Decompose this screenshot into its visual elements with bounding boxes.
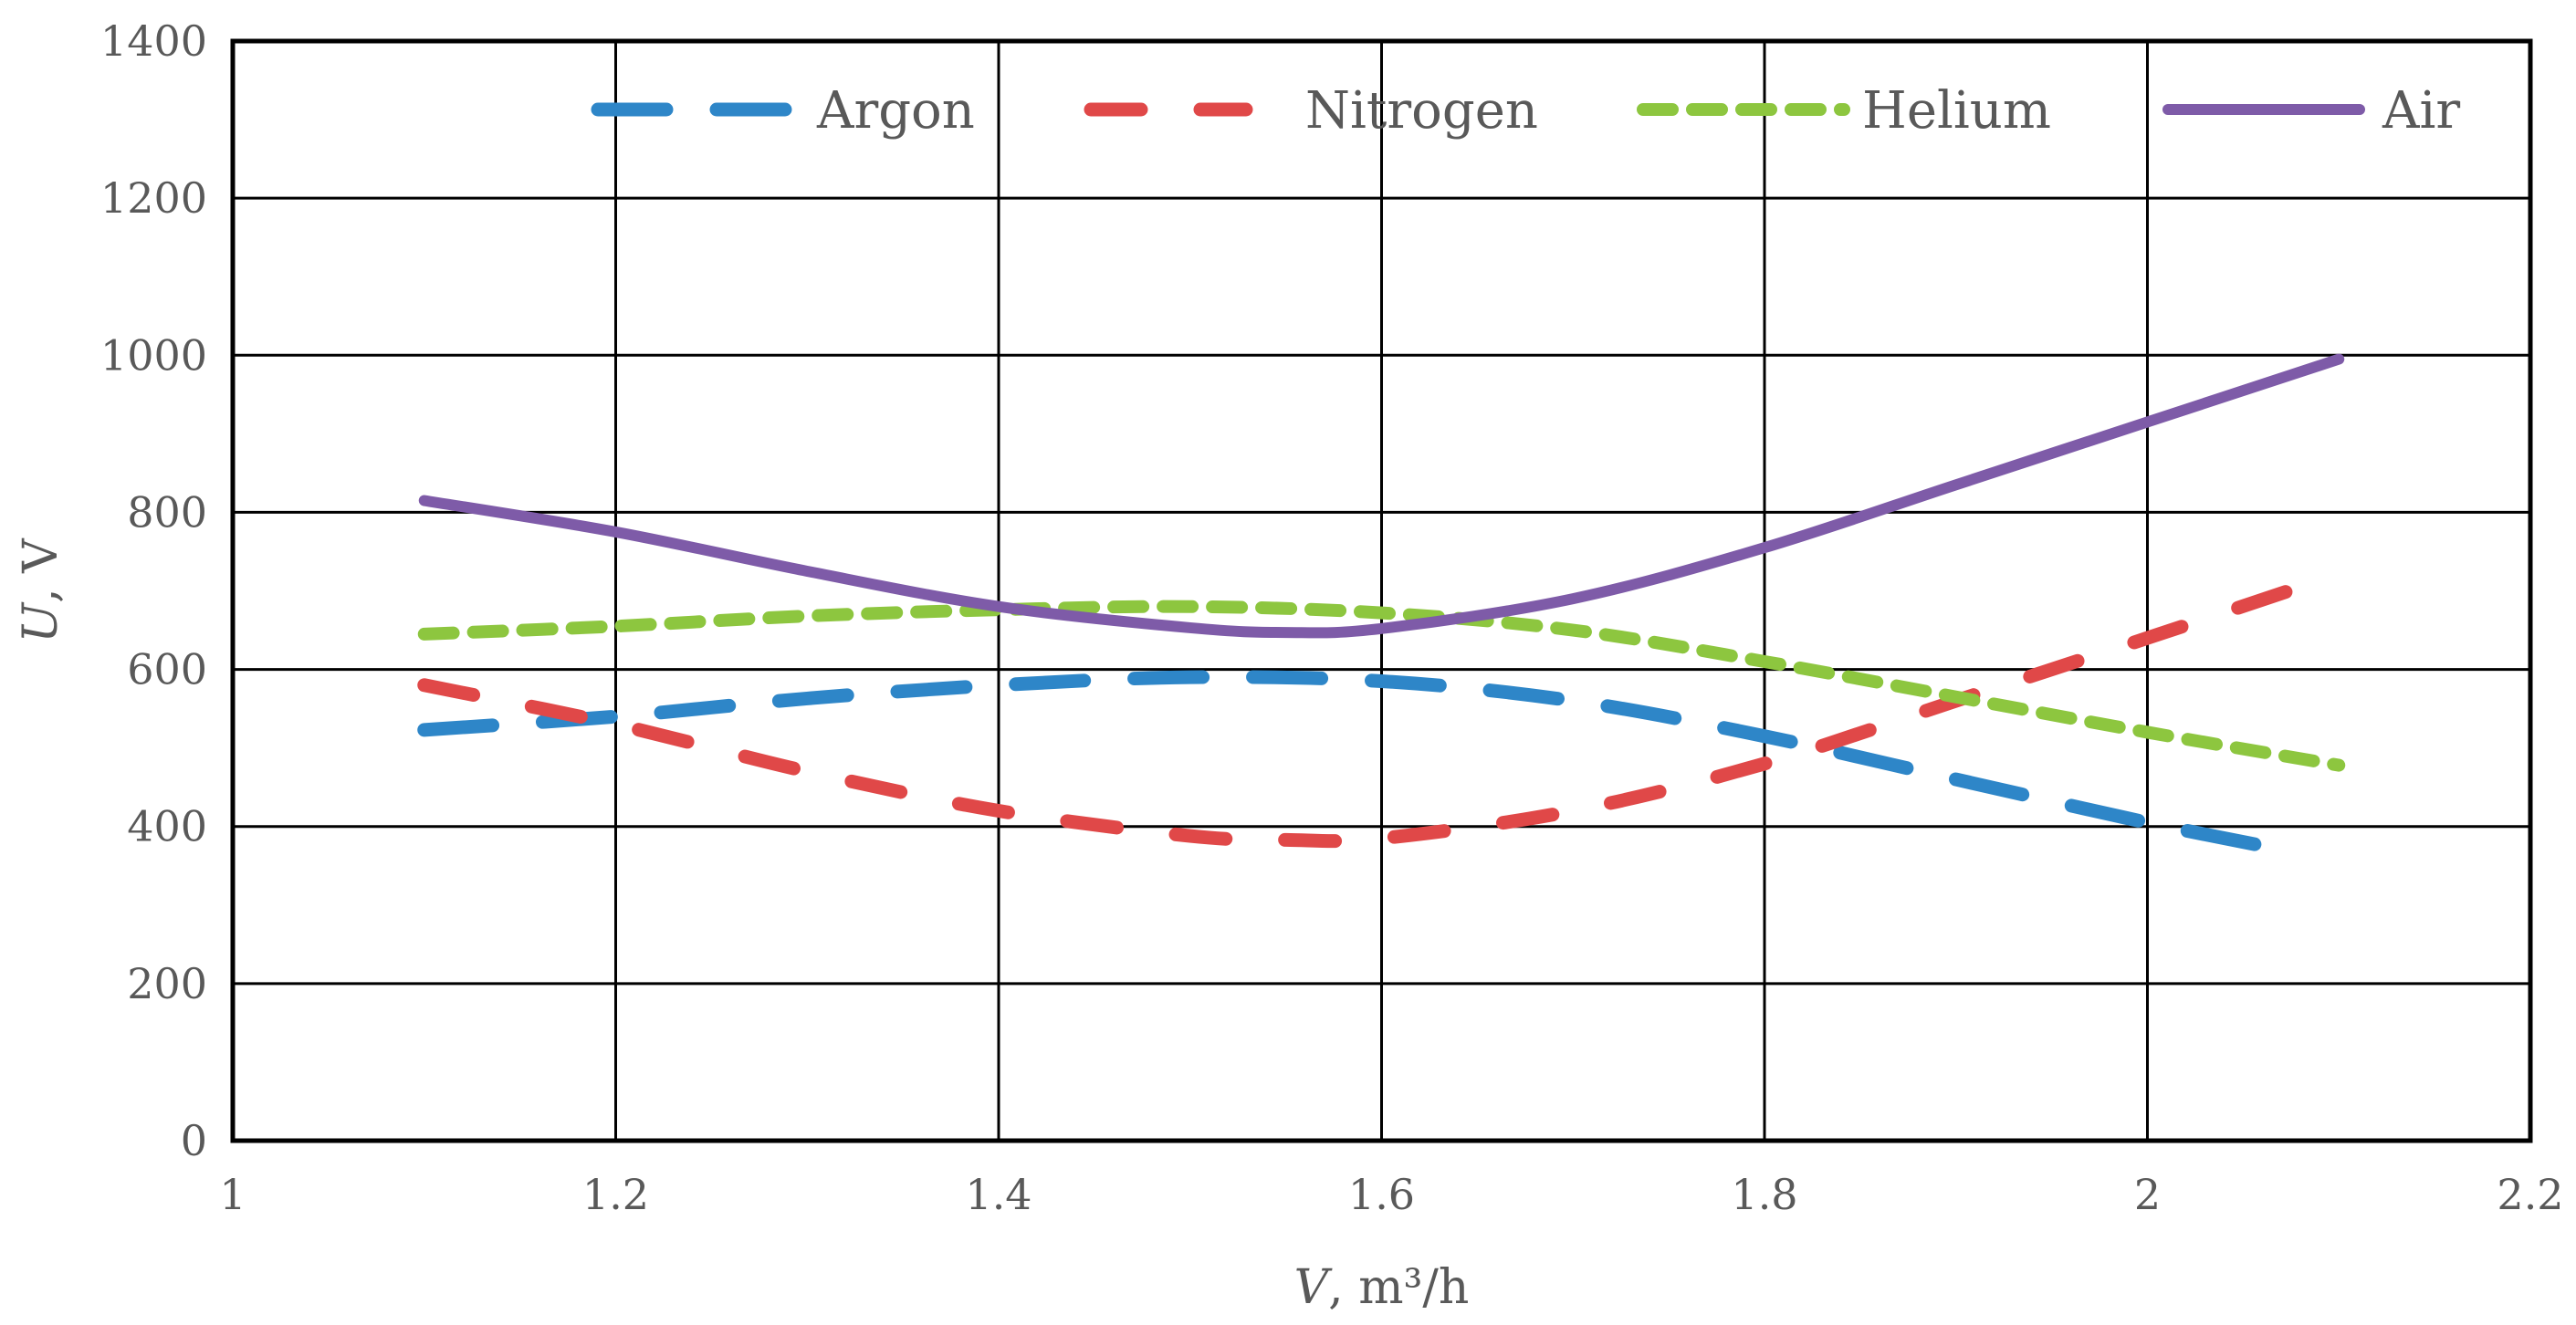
y-tick-label: 800 — [127, 487, 207, 537]
x-axis-title-symbol: V — [1294, 1260, 1333, 1315]
y-tick-label: 1000 — [100, 330, 207, 380]
series-line-helium — [417, 600, 2346, 772]
x-tick-label: 1.2 — [582, 1170, 649, 1219]
y-tick-label: 0 — [181, 1116, 207, 1165]
y-tick-label: 1200 — [100, 173, 207, 223]
legend-label-helium: Helium — [1862, 81, 2051, 141]
y-tick-label: 1400 — [100, 16, 207, 66]
series-line-air — [418, 353, 2345, 639]
plot-area-frame — [230, 38, 2533, 1143]
x-tick-labels: 1 1.2 1.4 1.6 1.8 2 2.2 — [219, 1170, 2563, 1219]
legend-label-argon: Argon — [816, 81, 975, 141]
series-lines — [417, 353, 2346, 861]
y-tick-label: 400 — [127, 802, 207, 851]
y-tick-labels: 0 200 400 600 800 1000 1200 1400 — [100, 16, 207, 1165]
x-tick-label: 1.8 — [1731, 1170, 1797, 1219]
x-tick-label: 1.6 — [1348, 1170, 1415, 1219]
legend: Argon Nitrogen Helium Air — [591, 81, 2460, 141]
series-line-argon — [417, 670, 2308, 861]
x-tick-label: 1 — [219, 1170, 246, 1219]
y-axis-title: U, V — [14, 537, 68, 643]
y-tick-label: 200 — [127, 959, 207, 1008]
legend-label-nitrogen: Nitrogen — [1305, 81, 1538, 141]
x-tick-label: 2.2 — [2497, 1170, 2563, 1219]
x-axis-title-unit: , m³/h — [1328, 1260, 1469, 1315]
x-axis-title: V, m³/h — [1294, 1260, 1470, 1315]
y-axis-title-unit: , V — [14, 537, 68, 603]
legend-label-air: Air — [2382, 81, 2460, 141]
y-tick-label: 600 — [127, 645, 207, 694]
x-tick-label: 1.4 — [965, 1170, 1031, 1219]
series-line-nitrogen — [417, 579, 2308, 849]
y-axis-title-symbol: U — [14, 601, 68, 643]
x-tick-label: 2 — [2134, 1170, 2161, 1219]
